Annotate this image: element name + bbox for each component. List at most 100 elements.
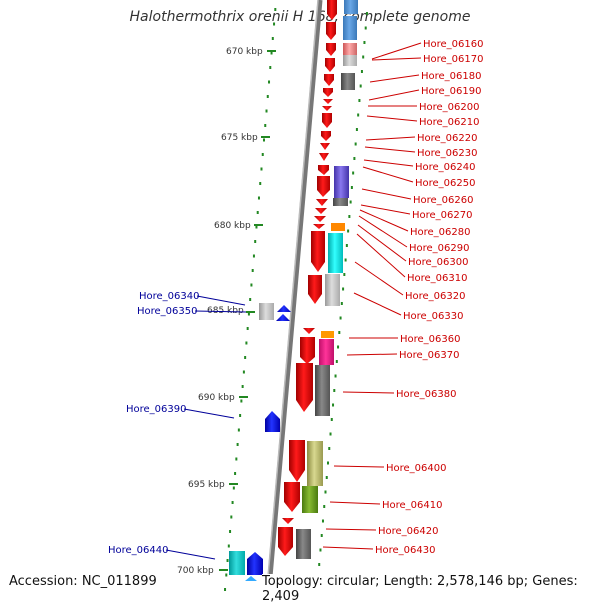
track-dot — [224, 588, 227, 591]
gene-function-bar[interactable] — [328, 233, 343, 273]
gene-function-bar[interactable] — [259, 303, 274, 320]
gene-function-bar[interactable] — [229, 551, 245, 575]
gene-arrow[interactable] — [319, 153, 329, 161]
gene-arrow[interactable] — [321, 131, 331, 141]
track-dot — [226, 559, 229, 562]
gene-label[interactable]: Hore_06350 — [137, 306, 198, 317]
track-dot — [344, 258, 347, 262]
gene-label[interactable]: Hore_06270 — [412, 210, 473, 221]
gene-label[interactable]: Hore_06410 — [382, 500, 443, 511]
track-dot — [239, 414, 242, 417]
gene-label[interactable]: Hore_06320 — [405, 291, 466, 302]
gene-arrow[interactable] — [296, 363, 313, 412]
genome-backbone — [265, 0, 323, 600]
gene-function-bar[interactable] — [307, 441, 323, 486]
track-dot — [244, 356, 247, 359]
track-dot — [364, 26, 367, 30]
gene-label[interactable]: Hore_06360 — [400, 334, 461, 345]
gene-label[interactable]: Hore_06380 — [396, 389, 457, 400]
gene-arrow[interactable] — [314, 216, 326, 222]
gene-label[interactable]: Hore_06300 — [408, 257, 469, 268]
gene-function-bar[interactable] — [333, 198, 348, 206]
track-dot — [269, 66, 272, 69]
gene-label[interactable]: Hore_06220 — [417, 133, 478, 144]
track-dot — [241, 385, 244, 388]
gene-function-bar[interactable] — [344, 0, 358, 14]
track-dot — [229, 530, 232, 533]
gene-label[interactable]: Hore_06440 — [108, 545, 169, 556]
gene-label[interactable]: Hore_06160 — [423, 39, 484, 50]
track-dot — [333, 389, 336, 392]
leader-line — [353, 292, 402, 316]
gene-label[interactable]: Hore_06420 — [378, 526, 439, 537]
gene-arrow[interactable] — [316, 199, 328, 206]
gene-function-bar[interactable] — [296, 529, 311, 559]
gene-function-bar[interactable] — [325, 274, 340, 306]
gene-arrow[interactable] — [323, 88, 333, 97]
gene-arrow[interactable] — [289, 440, 305, 482]
track-dot — [232, 486, 235, 490]
gene-label[interactable]: Hore_06180 — [421, 71, 482, 82]
gene-arrow[interactable] — [320, 143, 330, 150]
gene-label[interactable]: Hore_06310 — [407, 273, 468, 284]
gene-arrow[interactable] — [313, 224, 325, 229]
gene-function-bar[interactable] — [331, 223, 345, 231]
gene-arrow[interactable] — [277, 305, 291, 312]
gene-arrow[interactable] — [326, 22, 336, 40]
gene-label[interactable]: Hore_06240 — [415, 162, 476, 173]
gene-arrow[interactable] — [315, 208, 327, 214]
track-dot — [234, 472, 237, 475]
tick-label: 690 kbp — [198, 393, 235, 403]
gene-function-bar[interactable] — [334, 166, 349, 198]
gene-label[interactable]: Hore_06210 — [419, 117, 480, 128]
leader-line — [329, 501, 381, 505]
track-dot — [345, 244, 348, 247]
gene-arrow[interactable] — [245, 576, 257, 581]
gene-label[interactable]: Hore_06340 — [139, 291, 200, 302]
gene-label[interactable]: Hore_06390 — [126, 404, 187, 415]
gene-arrow[interactable] — [311, 231, 325, 272]
gene-function-bar[interactable] — [302, 486, 318, 513]
gene-function-bar[interactable] — [319, 339, 334, 365]
track-dot — [359, 84, 362, 88]
gene-arrow[interactable] — [317, 176, 330, 197]
gene-label[interactable]: Hore_06200 — [419, 102, 480, 113]
gene-label[interactable]: Hore_06190 — [421, 86, 482, 97]
gene-arrow[interactable] — [322, 106, 332, 111]
gene-label[interactable]: Hore_06230 — [417, 148, 478, 159]
gene-label[interactable]: Hore_06330 — [403, 311, 464, 322]
kbp-scale: 670 kbp 675 kbp 680 kbp 685 kbp 690 kbp … — [177, 47, 276, 576]
gene-arrow[interactable] — [326, 43, 336, 56]
leader-line — [322, 546, 374, 550]
gene-arrow[interactable] — [318, 165, 329, 175]
gene-label[interactable]: Hore_06260 — [413, 195, 474, 206]
gene-function-bar[interactable] — [343, 16, 357, 40]
gene-label[interactable]: Hore_06250 — [415, 178, 476, 189]
gene-arrow[interactable] — [322, 113, 332, 128]
gene-label[interactable]: Hore_06370 — [399, 350, 460, 361]
gene-arrow[interactable] — [308, 275, 322, 304]
gene-label[interactable]: Hore_06280 — [410, 227, 471, 238]
gene-label[interactable]: Hore_06400 — [386, 463, 447, 474]
gene-arrow[interactable] — [247, 552, 263, 575]
gene-arrow[interactable] — [325, 58, 335, 72]
gene-arrow[interactable] — [303, 328, 315, 334]
gene-arrow[interactable] — [278, 527, 293, 556]
gene-label[interactable]: Hore_06290 — [409, 243, 470, 254]
gene-function-bar[interactable] — [343, 43, 357, 55]
gene-function-bar[interactable] — [321, 331, 334, 338]
gene-arrow[interactable] — [276, 314, 290, 321]
gene-arrow[interactable] — [327, 0, 337, 20]
track-dot — [340, 302, 343, 305]
gene-arrow[interactable] — [324, 74, 334, 86]
gene-label[interactable]: Hore_06170 — [423, 54, 484, 65]
gene-function-bar[interactable] — [341, 73, 355, 90]
gene-arrow[interactable] — [323, 99, 333, 104]
gene-arrow[interactable] — [265, 411, 280, 432]
gene-arrow[interactable] — [300, 337, 315, 364]
gene-arrow[interactable] — [282, 518, 294, 524]
gene-function-bar[interactable] — [315, 365, 330, 416]
gene-label[interactable]: Hore_06430 — [375, 545, 436, 556]
gene-function-bar[interactable] — [343, 55, 357, 66]
gene-arrow[interactable] — [284, 482, 300, 512]
